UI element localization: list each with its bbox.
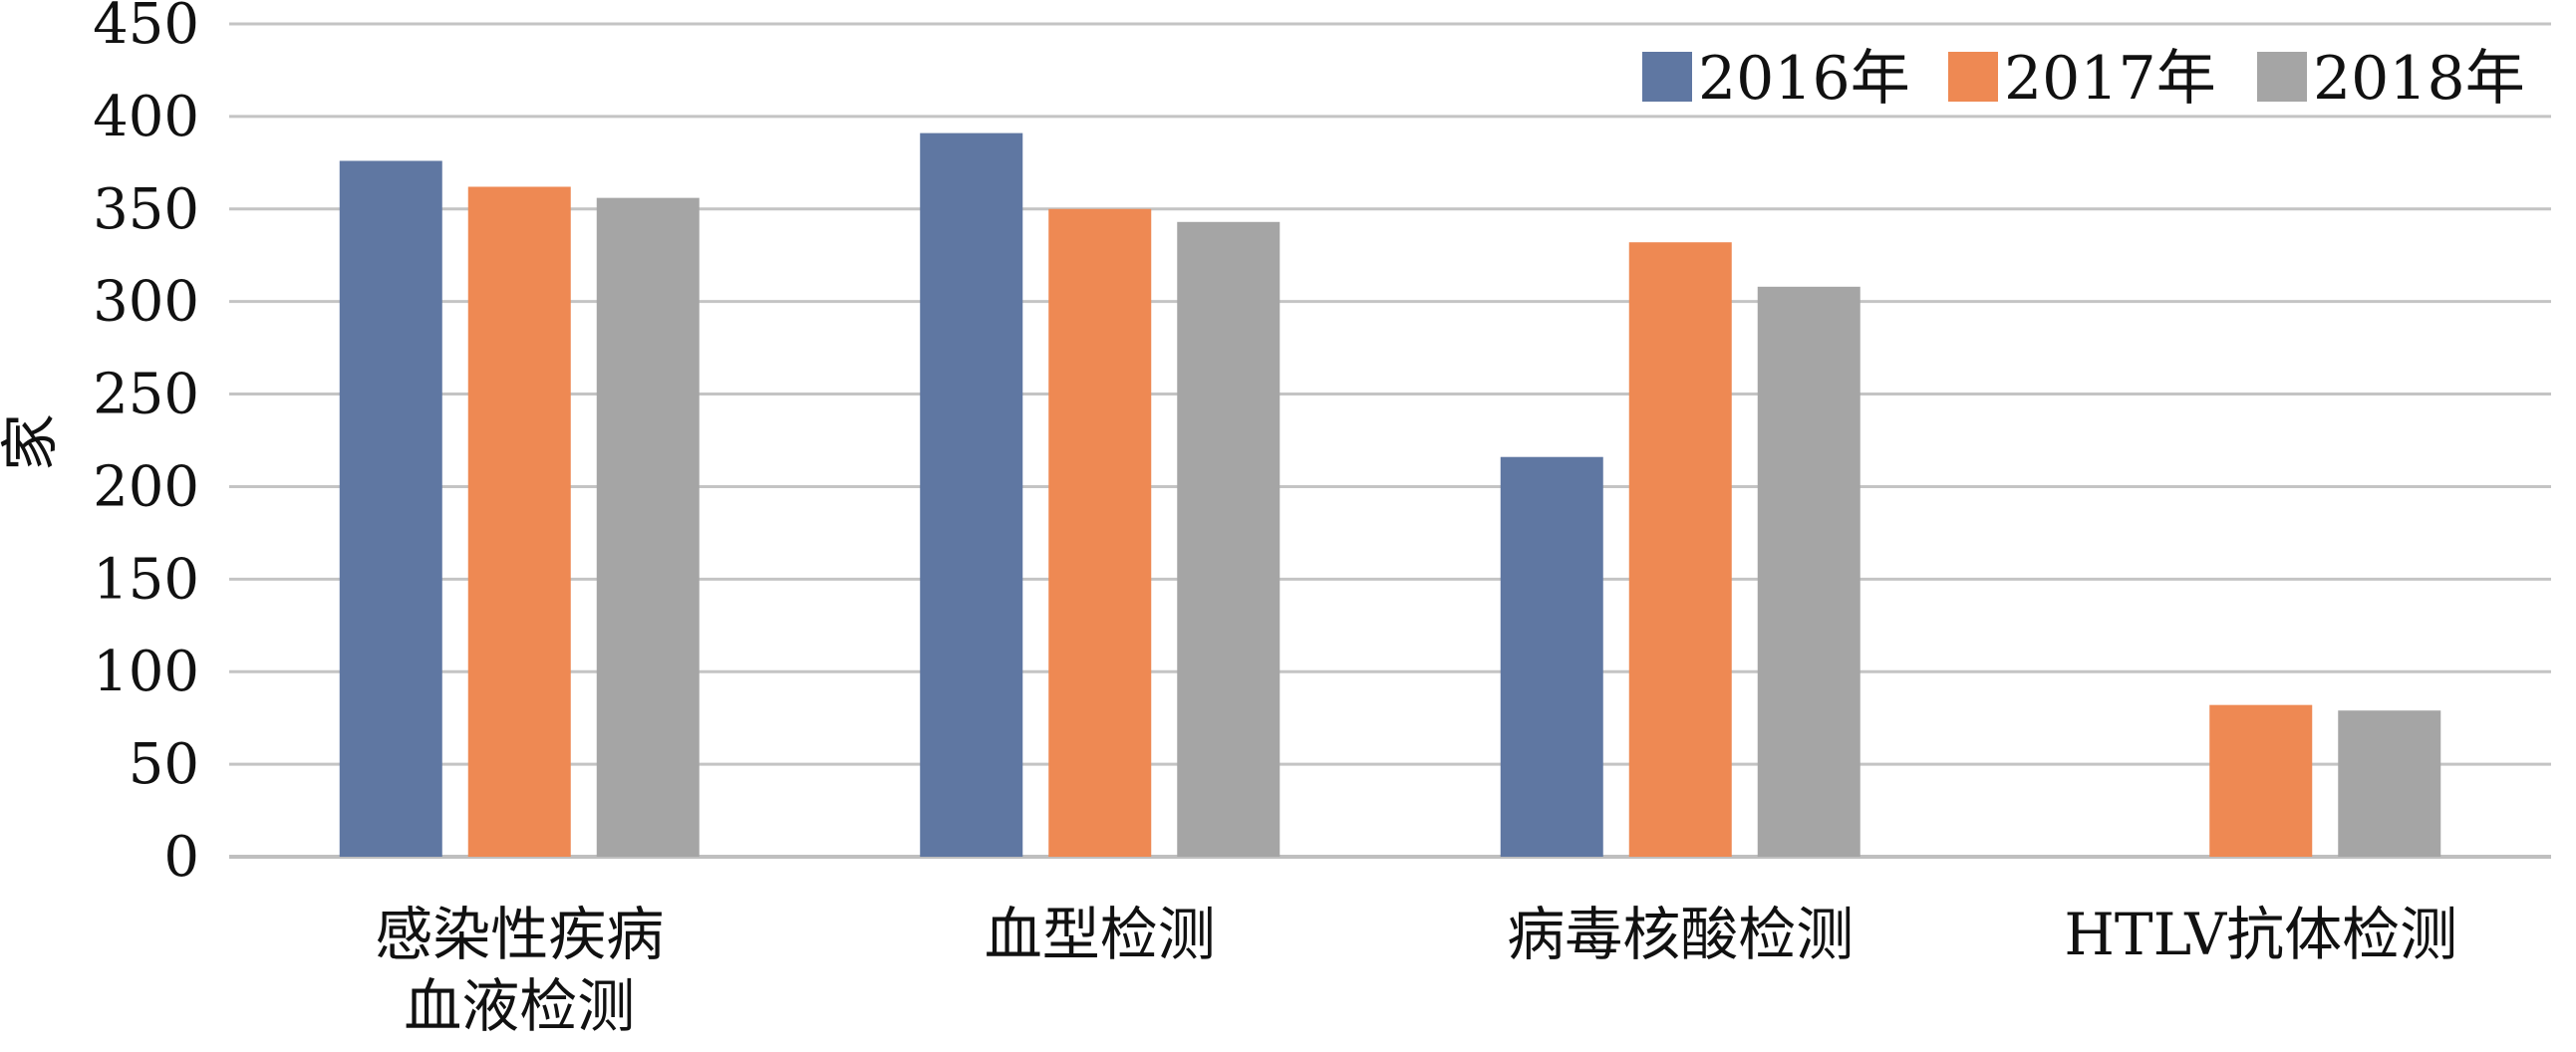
y-tick-label: 350 [93, 177, 199, 242]
x-category-label: 血液检测 [404, 972, 635, 1040]
y-tick-label: 0 [163, 825, 199, 890]
bar-2018年-1 [1177, 221, 1281, 857]
bar-2018年-3 [2338, 710, 2441, 857]
x-category-label: 病毒核酸检测 [1507, 901, 1854, 968]
legend-label: 2017年 [2004, 44, 2216, 114]
y-tick-label: 100 [93, 640, 199, 704]
y-tick-label: 300 [93, 270, 199, 335]
x-category-label: 感染性疾病 [375, 901, 664, 968]
gridlines [229, 22, 2551, 859]
legend: 2016年 2017年 2018年 [1642, 44, 2525, 114]
y-tick-label: 250 [93, 363, 199, 427]
bar-2016年-2 [1500, 456, 1603, 857]
y-axis-label: 家 [0, 413, 64, 471]
bar-2017年-0 [467, 186, 571, 858]
x-category-label: HTLV抗体检测 [2064, 901, 2457, 968]
bar-2018年-2 [1757, 286, 1860, 857]
bar-2017年-1 [1048, 208, 1152, 857]
legend-swatch [2257, 52, 2307, 102]
bar-2016年-0 [339, 160, 442, 857]
y-tick-label: 450 [93, 0, 199, 57]
bar-2017年-2 [1628, 242, 1732, 857]
y-tick-label: 50 [129, 732, 199, 797]
y-tick-label: 150 [93, 547, 199, 612]
bar-2016年-1 [920, 132, 1023, 857]
legend-label: 2018年 [2313, 44, 2525, 114]
bar-2017年-3 [2209, 704, 2313, 857]
y-tick-label: 400 [93, 85, 199, 149]
bar-2018年-0 [596, 197, 700, 857]
legend-label: 2016年 [1698, 44, 1910, 114]
legend-swatch [1948, 52, 1998, 102]
legend-swatch [1642, 52, 1692, 102]
x-category-label: 血型检测 [985, 901, 1216, 968]
y-tick-label: 200 [93, 454, 199, 519]
bars [339, 132, 2441, 858]
